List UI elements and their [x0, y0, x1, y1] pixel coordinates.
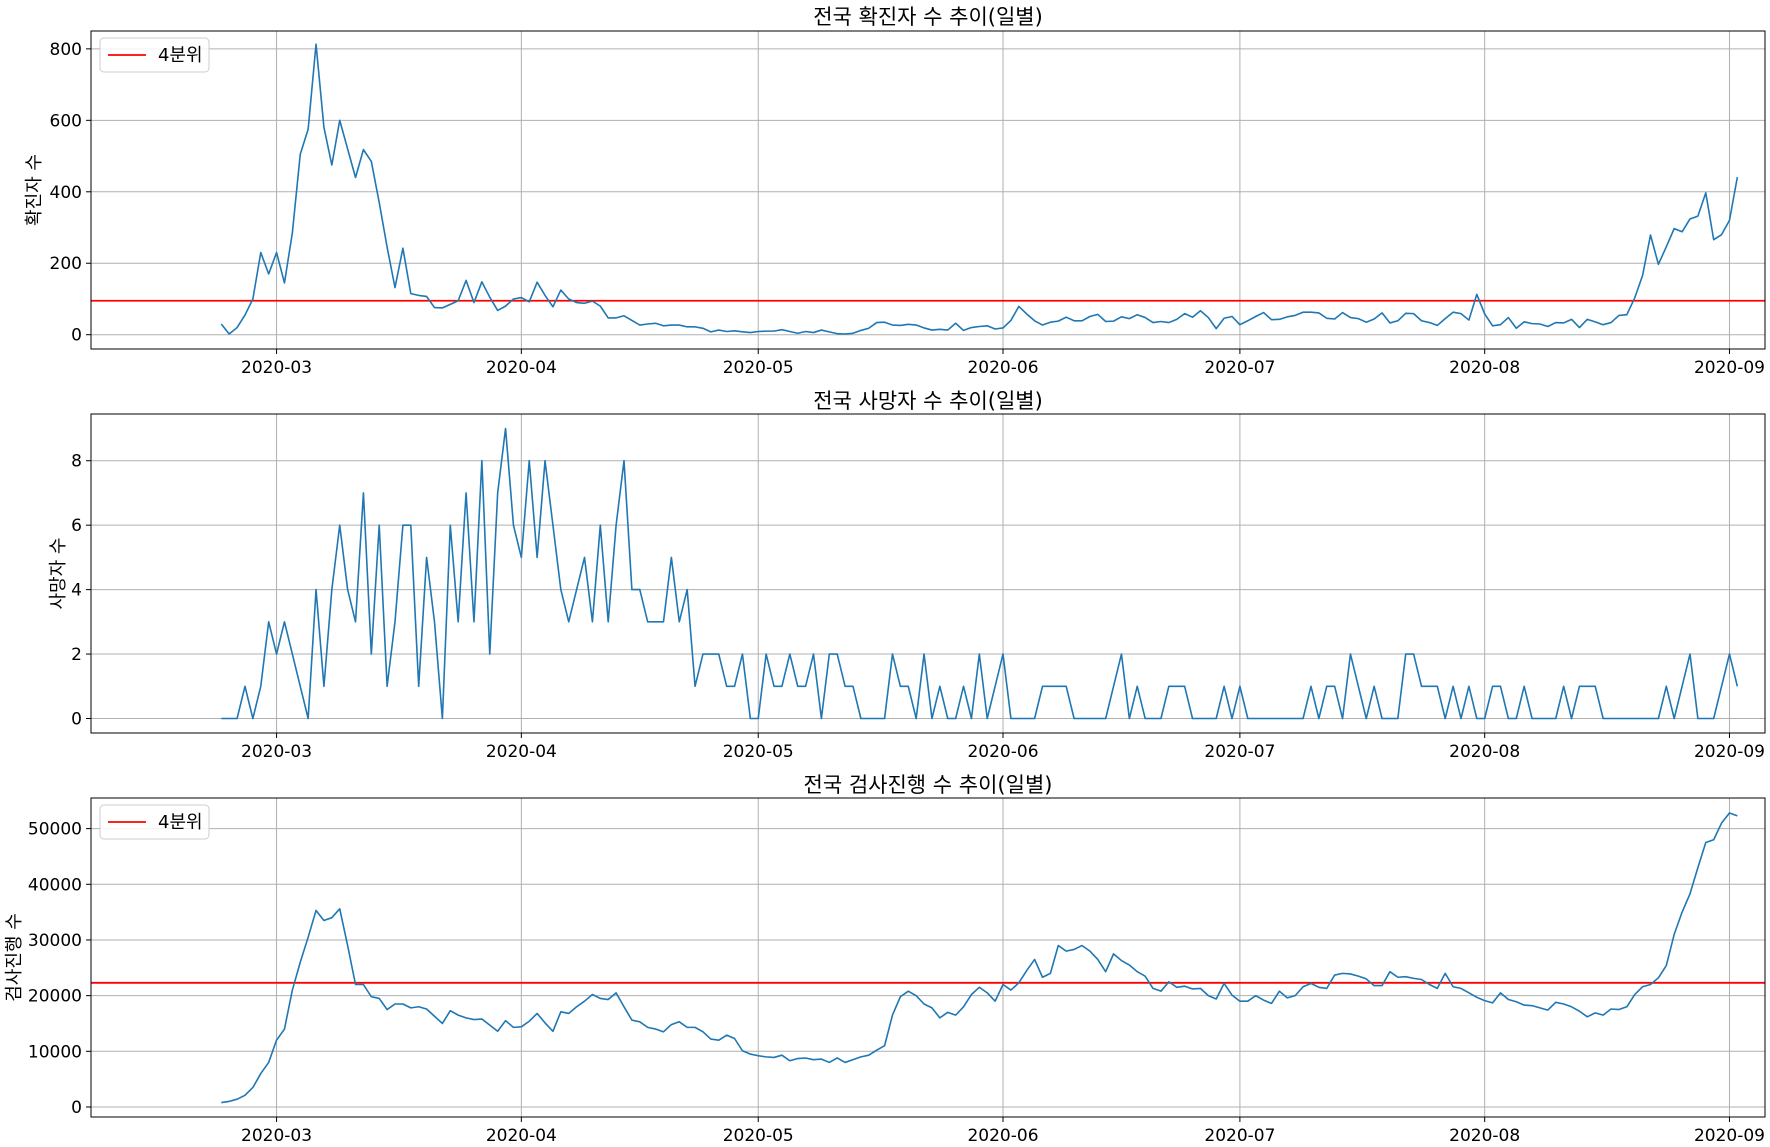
deaths-x-tick-label: 2020-03 [241, 742, 312, 762]
deaths-x-tick-label: 2020-05 [723, 742, 794, 762]
confirmed-legend-box [99, 37, 210, 73]
tests-x-tick-label: 2020-07 [1204, 1126, 1275, 1146]
tests-y-tick-label: 0 [71, 1098, 82, 1118]
tests-legend-box [99, 804, 210, 840]
tests-y-tick-label: 20000 [28, 987, 82, 1007]
confirmed-x-tick-label: 2020-04 [486, 358, 557, 378]
deaths-x-tick-label: 2020-04 [486, 742, 557, 762]
confirmed-x-tick-label: 2020-08 [1449, 358, 1520, 378]
deaths-y-tick-label: 4 [71, 581, 82, 601]
tests-x-tick-label: 2020-08 [1449, 1126, 1520, 1146]
confirmed-x-tick-label: 2020-03 [241, 358, 312, 378]
confirmed-x-tick-label: 2020-09 [1694, 358, 1765, 378]
tests-y-tick-label: 40000 [28, 875, 82, 895]
deaths-x-tick-label: 2020-09 [1694, 742, 1765, 762]
confirmed-series-line [220, 43, 1739, 335]
confirmed-y-tick-label: 800 [50, 40, 82, 60]
confirmed-chart-title: 전국 확진자 수 추이(일별) [813, 5, 1043, 29]
deaths-y-tick-label: 2 [71, 645, 82, 665]
tests-plot-frame [90, 797, 1766, 1118]
tests-x-tick-label: 2020-09 [1694, 1126, 1765, 1146]
confirmed-x-tick-label: 2020-07 [1204, 358, 1275, 378]
deaths-panel: 2020-03 2020-04 2020-05 2020-06 2020-07 2020-… [48, 389, 1766, 762]
deaths-x-tick-label: 2020-06 [967, 742, 1038, 762]
confirmed-y-tick-label: 400 [50, 183, 82, 203]
tests-y-tick-label: 10000 [28, 1042, 82, 1062]
confirmed-legend: 4분위 [99, 37, 210, 73]
tests-y-tick-label: 50000 [28, 820, 82, 840]
tests-chart-title: 전국 검사진행 수 추이(일별) [804, 773, 1053, 797]
confirmed-legend-label: 4분위 [158, 45, 203, 66]
confirmed-x-tick-label: 2020-06 [967, 358, 1038, 378]
deaths-plot-frame [90, 413, 1766, 734]
tests-x-tick-label: 2020-03 [241, 1126, 312, 1146]
deaths-y-axis-label: 사망자 수 [48, 538, 69, 610]
confirmed-y-tick-label: 600 [50, 111, 82, 131]
tests-panel: 2020-03 2020-04 2020-05 2020-06 2020-07 2020-… [4, 773, 1766, 1146]
confirmed-x-tick-label: 2020-05 [723, 358, 794, 378]
confirmed-plot-frame [90, 30, 1766, 350]
tests-x-tick-label: 2020-04 [486, 1126, 557, 1146]
deaths-x-tick-label: 2020-08 [1449, 742, 1520, 762]
tests-series-line [221, 812, 1738, 1104]
tests-legend-label: 4분위 [158, 812, 203, 833]
confirmed-y-tick-label: 0 [71, 326, 82, 346]
tests-x-tick-label: 2020-06 [967, 1126, 1038, 1146]
deaths-y-tick-label: 0 [71, 710, 82, 730]
tests-x-tick-label: 2020-05 [723, 1126, 794, 1146]
confirmed-y-tick-label: 200 [50, 254, 82, 274]
tests-y-tick-label: 30000 [28, 931, 82, 951]
deaths-x-tick-label: 2020-07 [1204, 742, 1275, 762]
deaths-y-tick-label: 6 [71, 516, 82, 536]
tests-y-axis-label: 검사진행 수 [4, 913, 25, 1002]
deaths-series-line [221, 427, 1739, 720]
tests-legend: 4분위 [99, 804, 210, 840]
confirmed-cases-panel: 2020-03 2020-04 2020-05 2020-06 2020-07 2020-… [24, 5, 1766, 378]
deaths-chart-title: 전국 사망자 수 추이(일별) [813, 389, 1043, 413]
deaths-y-tick-label: 8 [71, 452, 82, 472]
confirmed-y-axis-label: 확진자 수 [24, 154, 45, 226]
